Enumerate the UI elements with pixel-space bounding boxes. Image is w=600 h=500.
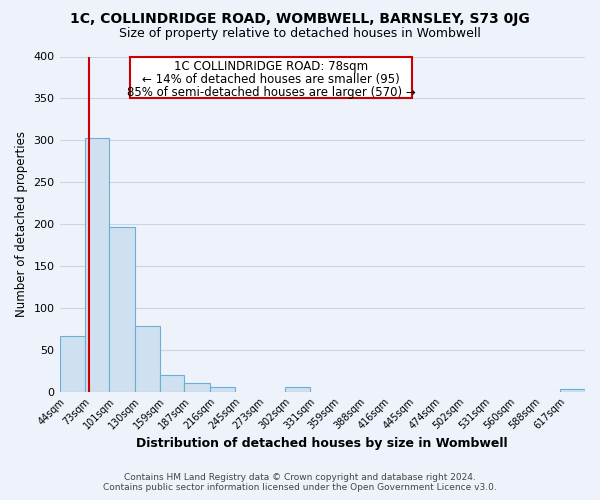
- Bar: [285, 388, 310, 392]
- Text: 1C COLLINDRIDGE ROAD: 78sqm: 1C COLLINDRIDGE ROAD: 78sqm: [174, 60, 368, 73]
- Text: ← 14% of detached houses are smaller (95): ← 14% of detached houses are smaller (95…: [142, 72, 400, 86]
- FancyBboxPatch shape: [130, 56, 412, 98]
- Text: Contains HM Land Registry data © Crown copyright and database right 2024.
Contai: Contains HM Land Registry data © Crown c…: [103, 473, 497, 492]
- Text: Size of property relative to detached houses in Wombwell: Size of property relative to detached ho…: [119, 28, 481, 40]
- Bar: [85, 138, 109, 392]
- Bar: [134, 326, 160, 392]
- Text: 85% of semi-detached houses are larger (570) →: 85% of semi-detached houses are larger (…: [127, 86, 415, 98]
- Bar: [184, 384, 209, 392]
- Bar: [209, 388, 235, 392]
- Bar: [160, 375, 184, 392]
- Bar: [109, 226, 134, 392]
- X-axis label: Distribution of detached houses by size in Wombwell: Distribution of detached houses by size …: [136, 437, 508, 450]
- Bar: [560, 389, 585, 392]
- Text: 1C, COLLINDRIDGE ROAD, WOMBWELL, BARNSLEY, S73 0JG: 1C, COLLINDRIDGE ROAD, WOMBWELL, BARNSLE…: [70, 12, 530, 26]
- Bar: [59, 336, 85, 392]
- Y-axis label: Number of detached properties: Number of detached properties: [15, 131, 28, 317]
